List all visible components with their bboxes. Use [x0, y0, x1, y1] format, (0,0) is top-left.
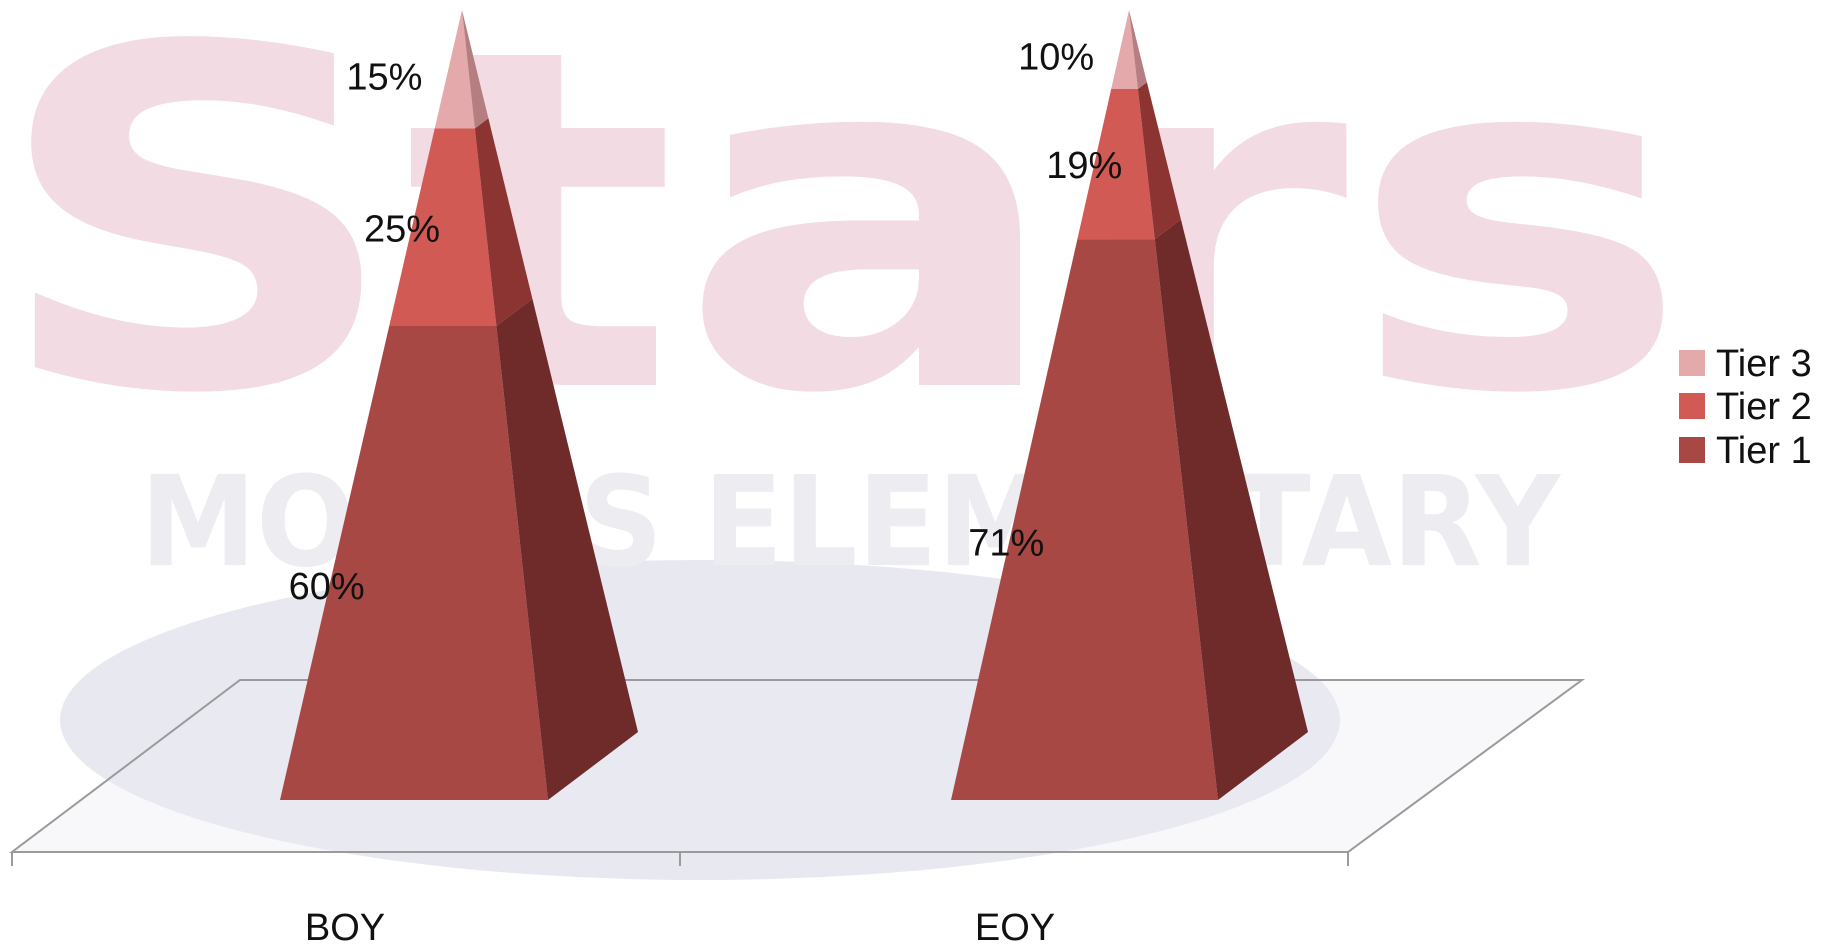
pyramid-boy-tier3-front [434, 10, 475, 129]
pyramid-eoy-tier1-side [1154, 219, 1308, 800]
pyramid-boy-tier1-front [280, 326, 548, 800]
data-label-boy-tier2: 25% [364, 208, 440, 250]
legend-label-tier3: Tier 3 [1716, 343, 1812, 385]
data-label-eoy-tier1: 71% [968, 523, 1044, 565]
data-label-eoy-tier3: 10% [1018, 37, 1094, 79]
data-label-boy-tier3: 15% [346, 56, 422, 98]
floor-plane [9, 679, 1586, 853]
pyramid-boy-tier2-side [474, 118, 533, 326]
category-label-eoy: EOY [975, 907, 1055, 947]
legend-swatch-tier3 [1679, 350, 1705, 376]
legend-swatch-tier2 [1679, 393, 1705, 419]
chart-floor [9, 679, 1586, 866]
legend-swatch-tier1 [1679, 437, 1705, 463]
pyramid-eoy-tier3-front [1111, 10, 1138, 89]
pyramid-eoy-tier2-front [1077, 89, 1155, 240]
legend-label-tier2: Tier 2 [1716, 386, 1812, 428]
pyramid-eoy-tier1-front [951, 239, 1218, 801]
category-label-boy: BOY [305, 907, 385, 947]
watermark-stars-text: Stars [0, 0, 1690, 496]
data-label-boy-tier1: 60% [289, 566, 365, 608]
pyramid-boy-tier3-side [462, 10, 489, 129]
pyramid-boy-tier1-side [496, 298, 638, 800]
data-label-eoy-tier2: 19% [1046, 145, 1122, 187]
pyramid-eoy-tier3-side [1129, 10, 1147, 89]
legend: Tier 3 Tier 2 Tier 1 [1679, 343, 1812, 472]
legend-label-tier1: Tier 1 [1716, 430, 1812, 472]
pyramid-eoy-tier2-side [1137, 82, 1181, 240]
category-labels: BOY EOY [305, 907, 1055, 947]
pyramid-boy-tier2-front [389, 128, 497, 326]
pyramid-series: 60% 25% 15% 71% 19% 10% [280, 10, 1308, 801]
